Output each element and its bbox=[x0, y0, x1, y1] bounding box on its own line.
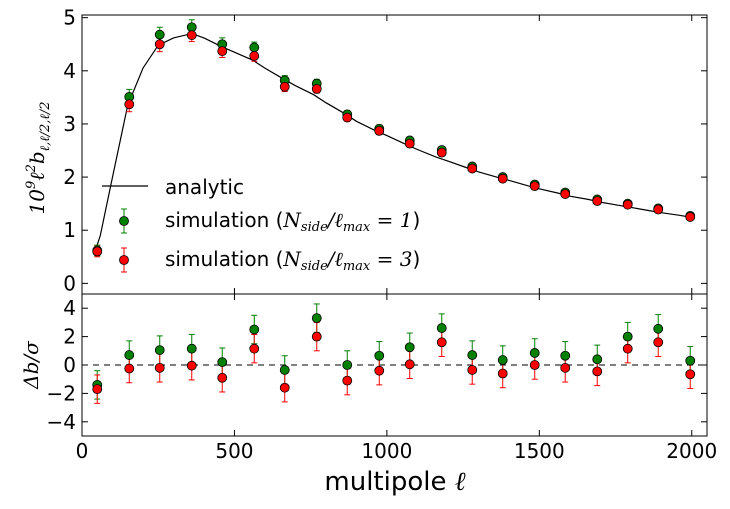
top-point-s1-5 bbox=[249, 51, 260, 61]
bottom-ytick-label-3: 2 bbox=[63, 325, 76, 349]
bottom-point-s0-12 bbox=[467, 350, 478, 360]
bottom-point-s0-18 bbox=[653, 323, 664, 334]
top-point-s1-3 bbox=[186, 30, 197, 41]
analytic-curve bbox=[93, 32, 692, 255]
bottom-point-s0-17 bbox=[622, 331, 633, 342]
bottom-point-s0-7 bbox=[311, 313, 322, 324]
bottom-point-s1-4 bbox=[217, 372, 228, 383]
xtick-label-3: 1500 bbox=[514, 439, 565, 463]
legend-sim3-marker bbox=[119, 255, 129, 265]
bottom-point-s1-11 bbox=[436, 337, 447, 348]
top-point-s1-15 bbox=[560, 189, 571, 199]
bottom-point-s0-13 bbox=[497, 355, 508, 365]
bottom-point-s0-16 bbox=[592, 354, 603, 365]
bottom-point-s0-9 bbox=[374, 350, 385, 361]
top-point-s0-2 bbox=[154, 29, 165, 40]
bottom-point-s1-15 bbox=[560, 362, 571, 373]
top-point-s1-1 bbox=[124, 99, 135, 110]
top-point-s1-18 bbox=[653, 204, 664, 215]
bottom-plot-frame bbox=[81, 293, 708, 437]
bottom-point-s0-11 bbox=[436, 323, 447, 333]
bottom-point-s0-15 bbox=[560, 350, 571, 361]
bottom-point-s1-9 bbox=[374, 365, 385, 376]
bottom-point-s1-5 bbox=[249, 343, 260, 354]
bottom-point-s0-2 bbox=[154, 345, 165, 355]
bottom-y-axis-label: Δb/σ bbox=[19, 340, 43, 390]
bottom-point-s1-7 bbox=[311, 331, 322, 342]
top-ytick-label-3: 3 bbox=[63, 112, 76, 136]
xtick-label-4: 2000 bbox=[666, 439, 717, 463]
bottom-ytick-label-4: 4 bbox=[63, 296, 76, 320]
legend-analytic-label: analytic bbox=[165, 175, 244, 199]
xtick-label-1: 500 bbox=[215, 439, 253, 463]
bottom-point-s1-16 bbox=[592, 366, 603, 377]
top-point-s1-6 bbox=[279, 81, 290, 92]
bottom-point-s0-19 bbox=[685, 355, 696, 366]
bottom-point-s1-17 bbox=[622, 343, 633, 354]
top-ytick-label-4: 4 bbox=[63, 59, 76, 83]
bottom-panel: −4 −2 0 2 4 0 500 1000 1500 2000 bbox=[47, 293, 717, 463]
bottom-point-s1-3 bbox=[186, 360, 197, 371]
top-panel: 0 1 2 3 4 5 bbox=[63, 6, 708, 295]
bottom-point-s1-13 bbox=[497, 368, 508, 379]
bottom-ytick-label-1: −2 bbox=[47, 381, 76, 405]
bottom-point-s1-0 bbox=[92, 384, 103, 395]
bottom-point-s1-18 bbox=[653, 337, 664, 348]
bottom-ytick-label-0: −4 bbox=[47, 410, 76, 434]
top-point-s1-4 bbox=[217, 46, 228, 57]
bottom-point-s1-19 bbox=[685, 369, 696, 380]
legend-sim1-marker bbox=[119, 216, 129, 226]
top-point-s1-2 bbox=[154, 39, 165, 50]
top-point-s1-9 bbox=[374, 125, 385, 136]
bottom-point-s1-12 bbox=[467, 365, 478, 375]
bottom-point-s1-14 bbox=[529, 360, 540, 370]
top-ytick-label-2: 2 bbox=[63, 165, 76, 189]
bottom-point-s0-4 bbox=[217, 357, 228, 368]
top-point-s1-11 bbox=[436, 147, 447, 158]
top-point-s1-7 bbox=[311, 83, 322, 94]
bottom-point-s1-2 bbox=[154, 362, 165, 373]
top-point-s1-8 bbox=[342, 112, 353, 123]
bottom-point-s0-8 bbox=[342, 360, 353, 370]
top-point-s1-0 bbox=[92, 246, 103, 257]
top-point-s1-17 bbox=[622, 199, 633, 210]
bottom-point-s0-1 bbox=[124, 350, 135, 360]
top-point-s0-5 bbox=[249, 42, 260, 53]
bottom-ytick-label-2: 0 bbox=[63, 353, 76, 377]
top-ytick-label-1: 1 bbox=[63, 218, 76, 242]
top-point-s1-16 bbox=[592, 196, 603, 206]
bottom-point-s0-5 bbox=[249, 324, 260, 335]
legend-sim3-label: simulation (Nside/ℓmax = 3) bbox=[165, 247, 420, 274]
legend: analytic simulation (Nside/ℓmax = 1) sim… bbox=[102, 175, 420, 274]
bottom-point-s0-6 bbox=[279, 365, 290, 375]
bottom-point-s1-1 bbox=[124, 363, 135, 374]
legend-sim1-label: simulation (Nside/ℓmax = 1) bbox=[165, 208, 420, 235]
top-y-axis-label: 109ℓ2bℓ,ℓ/2,ℓ/2 bbox=[24, 102, 53, 215]
x-axis-label: multipole ℓ bbox=[324, 467, 465, 497]
bottom-point-s1-8 bbox=[342, 375, 353, 386]
top-point-s1-19 bbox=[685, 212, 696, 222]
top-point-s1-13 bbox=[497, 173, 508, 184]
top-ytick-label-5: 5 bbox=[63, 6, 76, 30]
bottom-point-s1-6 bbox=[279, 382, 290, 393]
bottom-point-s0-10 bbox=[404, 342, 415, 353]
bottom-point-s1-10 bbox=[404, 359, 415, 370]
bottom-point-s0-14 bbox=[529, 348, 540, 358]
top-point-s1-10 bbox=[404, 138, 415, 149]
top-ytick-label-0: 0 bbox=[63, 271, 76, 295]
top-point-s1-14 bbox=[529, 181, 540, 192]
xtick-label-2: 1000 bbox=[361, 439, 412, 463]
bottom-point-s0-3 bbox=[186, 343, 197, 354]
top-point-s1-12 bbox=[467, 163, 478, 174]
xtick-label-0: 0 bbox=[76, 439, 89, 463]
